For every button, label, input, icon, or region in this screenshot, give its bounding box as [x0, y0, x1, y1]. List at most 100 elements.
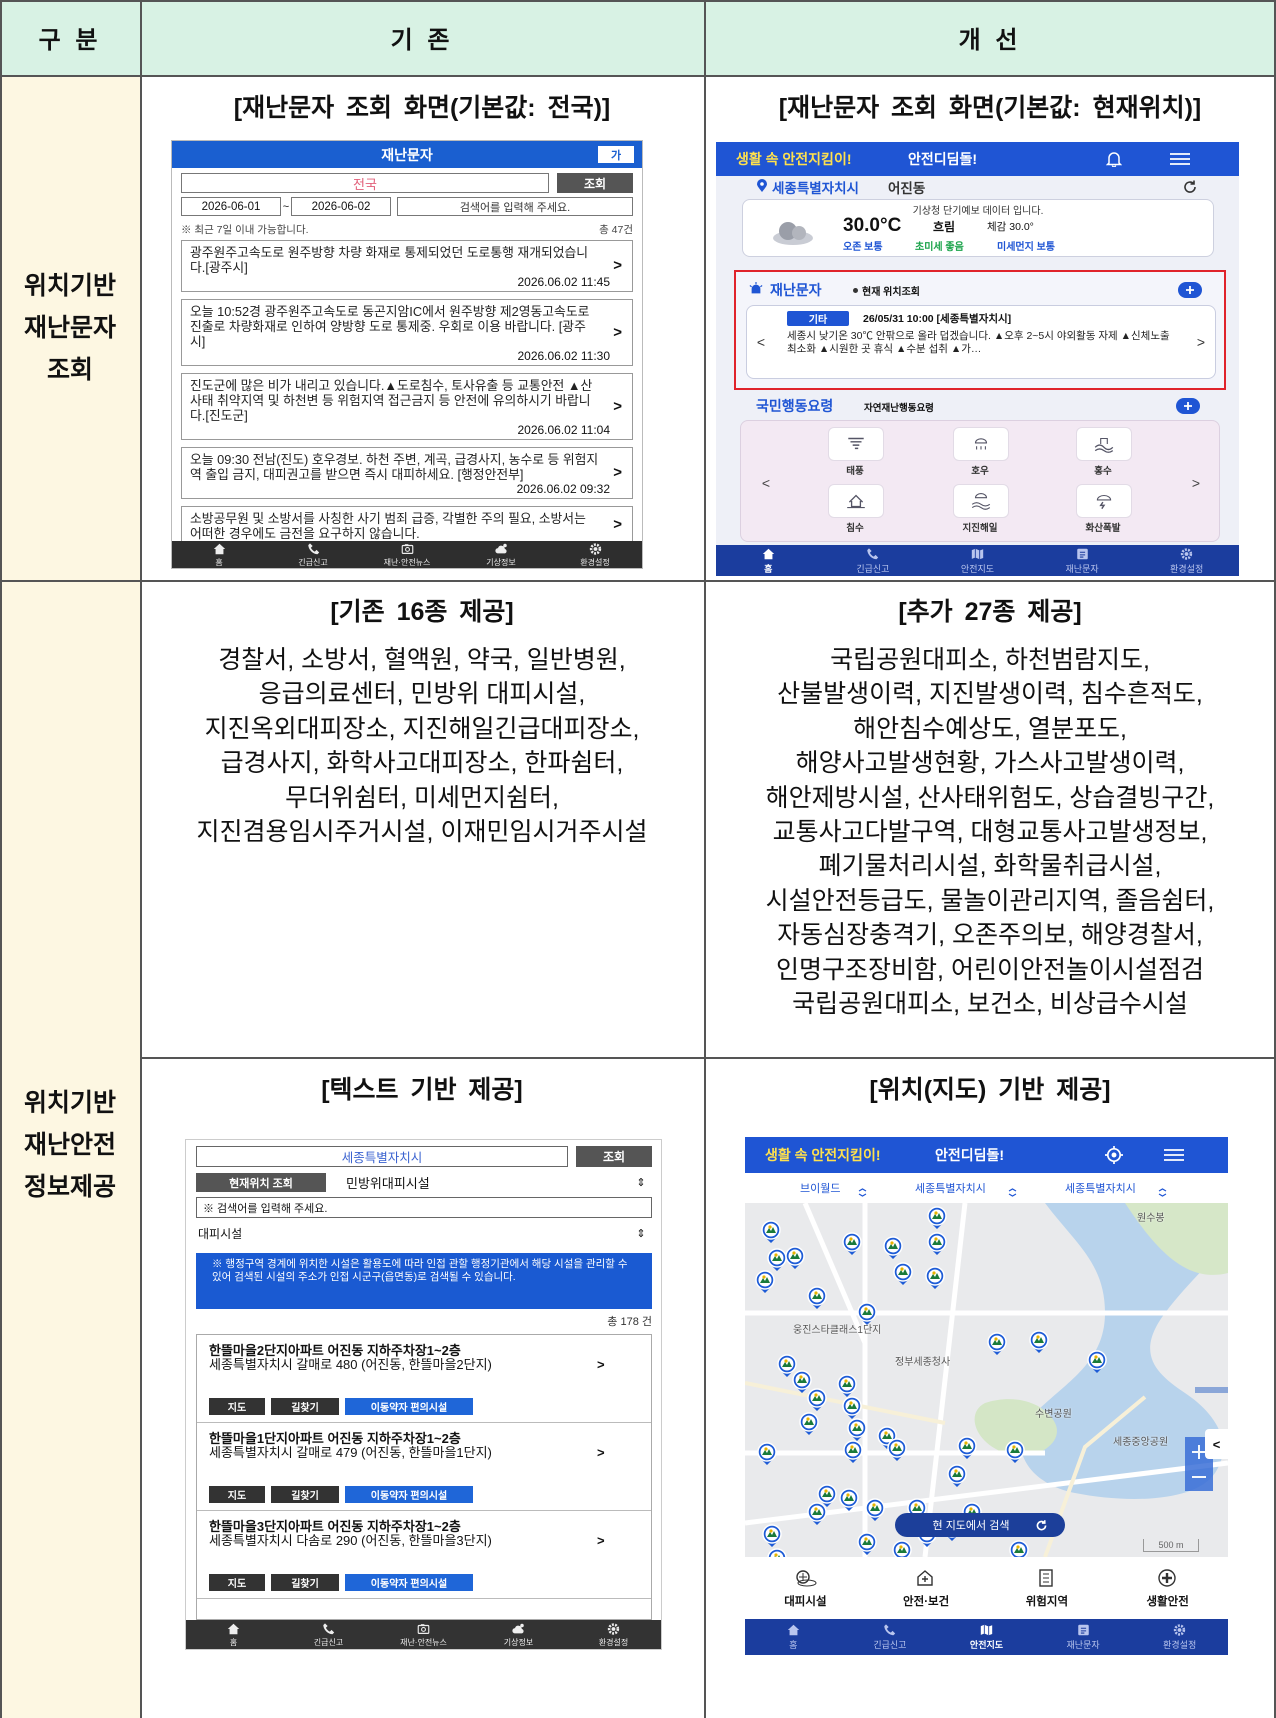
nav-label: 안전지도 [961, 562, 994, 575]
circle-shape [760, 182, 764, 186]
row-label-line: 재난안전 [24, 1124, 116, 1166]
path-shape [868, 548, 879, 559]
svg-shape [321, 1622, 336, 1636]
section-title: [재난문자 조회 화면(기본값: 전국)] [140, 86, 704, 126]
circle-shape [814, 1291, 817, 1294]
nav-label: 홈 [764, 562, 772, 575]
nav-icon [979, 1623, 994, 1637]
nav-icon [321, 1622, 336, 1636]
search-button: 조회 [576, 1146, 652, 1167]
rect-shape [1078, 1625, 1089, 1636]
facility-line: 해양사고발생현황, 가스사고발생이력, [704, 746, 1276, 780]
guide-label: 침수 [815, 520, 895, 534]
table-rule [140, 0, 142, 1718]
nav-label: 재난·안전뉴스 [400, 1637, 447, 1648]
svg-shape [226, 1622, 241, 1636]
svg-shape [494, 542, 509, 556]
result-count: 총 178 건 [486, 1312, 652, 1330]
nav-item: 환경설정 [1131, 1619, 1228, 1655]
nav-icon [588, 542, 603, 556]
facility-line: 경찰서, 소방서, 혈액원, 약국, 일반병원, [140, 643, 704, 677]
circle-shape [934, 1211, 937, 1214]
circle-shape [792, 1251, 795, 1254]
path-shape [788, 1625, 799, 1636]
temperature: 30.0°C [843, 215, 935, 237]
guide-icon [1093, 434, 1115, 454]
message-time: 2026.06.02 11:45 [190, 275, 610, 289]
arrow-left: < [759, 473, 773, 493]
svg-shape [400, 542, 415, 556]
svg-shape [761, 547, 776, 561]
circle-shape [844, 1379, 847, 1382]
svg-shape [588, 542, 603, 556]
nav-item: 긴급신고 [266, 541, 360, 568]
circle-shape [931, 1236, 944, 1249]
phone-screen: 세종특별자치시조회현재위치 조회민방위대피시설⇕※ 검색어를 입력해 주세요.대… [185, 1139, 662, 1650]
circle-shape [899, 1545, 902, 1548]
arrow-right: > [1189, 473, 1203, 493]
region-input: 세종특별자치시 [196, 1146, 568, 1167]
svg-shape [1169, 151, 1191, 167]
bottom-nav: 홈긴급신고안전지도재난문자환경설정 [716, 545, 1239, 576]
category-item: 대피시설 [745, 1557, 866, 1619]
nav-icon [400, 542, 415, 556]
circle-shape [900, 1267, 903, 1270]
circle-shape [884, 1431, 887, 1434]
facility-line: 폐기물처리시설, 화학물취급시설, [704, 849, 1276, 883]
svg-shape [858, 1188, 867, 1197]
nav-label: 홈 [215, 557, 222, 568]
svg-shape [914, 1567, 938, 1589]
filter-arrow [1158, 1184, 1167, 1193]
nav-item: 재난·안전뉴스 [376, 1620, 471, 1649]
circle-shape [864, 1537, 867, 1540]
path-shape [1043, 1574, 1049, 1582]
nav-item: 안전지도 [938, 1619, 1035, 1655]
nav-item: 환경설정 [548, 541, 642, 568]
nav-label: 기상정보 [486, 557, 515, 568]
guide-icon-box [953, 427, 1009, 461]
category-item: 생활안전 [1107, 1557, 1228, 1619]
circle-shape [897, 1266, 910, 1279]
circle-shape [1112, 1153, 1117, 1158]
path-shape [972, 503, 990, 510]
section-title: [텍스트 기반 제공] [140, 1068, 704, 1108]
svg-shape [1075, 547, 1090, 561]
circle-shape [766, 1528, 779, 1541]
facility-button: 길찾기 [271, 1398, 339, 1415]
guide-icon [845, 434, 867, 454]
svg-shape [1178, 282, 1202, 298]
nav-item: 안전지도 [925, 545, 1030, 576]
path-shape [1185, 181, 1195, 193]
arrow-right: > [1193, 332, 1209, 352]
result-count: 총 47건 [532, 221, 633, 237]
circle-shape [891, 1442, 904, 1455]
nav-icon [494, 542, 509, 556]
guide-icon-box [1076, 484, 1132, 518]
circle-shape [811, 1290, 824, 1303]
circle-shape [1013, 1544, 1026, 1557]
circle-shape [1033, 1334, 1046, 1347]
facility-line: 무더위쉼터, 미세먼지쉼터, [140, 781, 704, 815]
circle-shape [849, 1237, 852, 1240]
table-rule [0, 75, 1276, 77]
svg-shape [1093, 434, 1115, 454]
svg-shape [882, 1623, 897, 1637]
svg-shape [970, 434, 992, 454]
bottom-nav: 홈긴급신고재난·안전뉴스기상정보환경설정 [186, 1620, 661, 1649]
nav-item: 홈 [745, 1619, 842, 1655]
nav-icon [606, 1622, 621, 1636]
circle-shape [792, 226, 806, 240]
facility-list: 국립공원대피소, 하천범람지도,산불발생이력, 지진발생이력, 침수흔적도,해안… [704, 643, 1276, 1021]
select-arrow: ⇕ [634, 1173, 648, 1192]
path-shape [1170, 154, 1190, 164]
circle-shape [405, 547, 409, 551]
header-cell: 기 존 [140, 0, 704, 75]
circle-shape [964, 1441, 967, 1444]
svg-shape [1182, 179, 1198, 195]
filter-select: 세종특별자치시 [915, 1175, 1035, 1201]
circle-shape [951, 1468, 964, 1481]
plus-button [1176, 398, 1200, 414]
circle-shape [814, 1507, 817, 1510]
facility-button: 길찾기 [271, 1486, 339, 1503]
nav-label: 긴급신고 [856, 562, 889, 575]
